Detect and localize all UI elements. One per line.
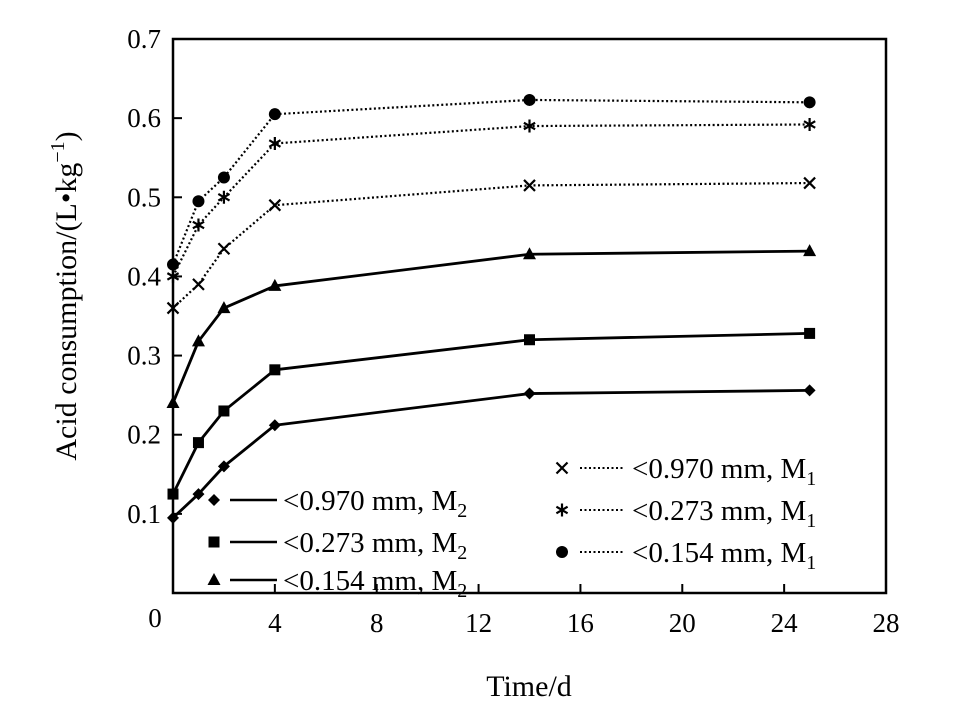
y-tick-label: 0.3: [127, 341, 161, 371]
data-point-asterisk: [523, 119, 536, 133]
data-point-diamond: [268, 419, 281, 432]
legend-entry: <0.154 mm, M1: [556, 537, 816, 574]
series-6: [167, 93, 816, 271]
y-tick-label: 0.5: [127, 182, 161, 212]
legend-label: <0.273 mm, M1: [632, 495, 816, 532]
legend-label: <0.154 mm, M1: [632, 537, 816, 574]
plot-frame: [171, 37, 888, 595]
y-axis-title-main: Acid consumption/(L•kg: [50, 163, 83, 461]
data-point-triangle: [191, 334, 205, 347]
data-point-asterisk: [192, 218, 205, 232]
data-point-diamond: [217, 460, 230, 473]
data-point-x: [803, 176, 816, 190]
x-tick-label: 20: [669, 608, 696, 638]
y-axis-title: Acid consumption/(L•kg−1): [47, 131, 83, 460]
series-line: [172, 388, 810, 519]
series-2: [167, 327, 816, 500]
data-point-triangle: [166, 396, 180, 409]
data-point-square: [524, 334, 535, 346]
legend-label: <0.273 mm, M2: [283, 527, 467, 564]
y-tick-label: 0.1: [127, 499, 161, 529]
series-4: [166, 176, 816, 315]
data-point-triangle: [523, 247, 536, 260]
data-point-asterisk: [268, 136, 282, 150]
data-point-asterisk: [217, 190, 231, 204]
data-point-asterisk: [803, 117, 816, 131]
legend-marker-x: [555, 461, 569, 475]
data-point-triangle: [217, 301, 231, 314]
data-point-diamond: [523, 387, 536, 400]
legend-entry: <0.970 mm, M2: [208, 485, 467, 522]
legend: <0.970 mm, M1 <0.273 mm, M1 <0.154 mm, M1 <…: [207, 453, 816, 602]
data-point-square: [192, 437, 204, 449]
legend-label: <0.970 mm, M1: [632, 453, 816, 490]
y-axis-title-close: ): [50, 131, 83, 141]
legend-marker-asterisk: [555, 503, 569, 517]
data-point-square: [218, 405, 230, 417]
data-point-triangle: [268, 278, 282, 291]
data-point-triangle: [803, 244, 817, 257]
x-tick-label: 28: [873, 608, 900, 638]
data-point-diamond: [167, 511, 179, 524]
data-point-x: [166, 301, 180, 315]
legend-label: <0.154 mm, M2: [283, 565, 467, 602]
x-tick-label: 8: [370, 608, 384, 638]
y-axis-title-sup: −1: [47, 141, 69, 162]
data-point-x: [523, 179, 536, 192]
series-line: [171, 98, 810, 265]
legend-marker-diamond: [208, 494, 220, 506]
legend-entry: <0.273 mm, M1: [555, 495, 816, 532]
data-point-circle: [803, 96, 816, 109]
tick-labels: 0 4 8 12 16 20 24 28 0.1 0.2 0.3 0.4 0.5 0.6 0.7: [127, 24, 899, 638]
data-point-square: [804, 327, 816, 339]
series-line: [171, 249, 810, 404]
legend-label: <0.970 mm, M2: [283, 485, 467, 522]
data-point-diamond: [803, 384, 816, 397]
data-point-x: [268, 198, 282, 212]
data-point-x: [192, 278, 205, 291]
y-tick-label: 0.4: [127, 261, 161, 291]
legend-marker-square: [208, 536, 220, 548]
x-tick-label: 12: [465, 608, 492, 638]
data-point-circle: [167, 258, 179, 271]
series-line: [172, 123, 810, 277]
axis-ticks: [173, 38, 887, 593]
series-line: [171, 332, 810, 495]
legend-entry: <0.154 mm, M2: [207, 565, 467, 602]
x-tick-label: 24: [771, 608, 799, 638]
series-3: [166, 244, 817, 409]
y-tick-label: 0.7: [127, 24, 161, 54]
data-point-circle: [523, 93, 536, 106]
series-layer: [166, 93, 817, 524]
legend-marker-triangle: [207, 573, 221, 585]
x-tick-label: 16: [567, 608, 594, 638]
data-point-square: [269, 364, 281, 376]
data-point-diamond: [192, 488, 205, 501]
data-point-asterisk: [166, 269, 180, 283]
legend-entry: <0.970 mm, M1: [555, 453, 816, 490]
legend-entry: <0.273 mm, M2: [208, 527, 467, 564]
data-point-circle: [192, 195, 205, 208]
x-tick-label: 4: [268, 608, 282, 638]
y-tick-label: 0.2: [127, 420, 161, 450]
series-1: [167, 384, 816, 524]
data-point-circle: [217, 171, 230, 184]
origin-tick-label: 0: [148, 603, 162, 633]
y-tick-label: 0.6: [127, 103, 161, 133]
data-point-square: [167, 488, 179, 500]
data-point-x: [217, 242, 231, 256]
legend-marker-circle: [556, 546, 568, 558]
x-axis-title: Time/d: [486, 670, 572, 703]
series-5: [166, 117, 816, 283]
data-point-circle: [268, 108, 281, 121]
